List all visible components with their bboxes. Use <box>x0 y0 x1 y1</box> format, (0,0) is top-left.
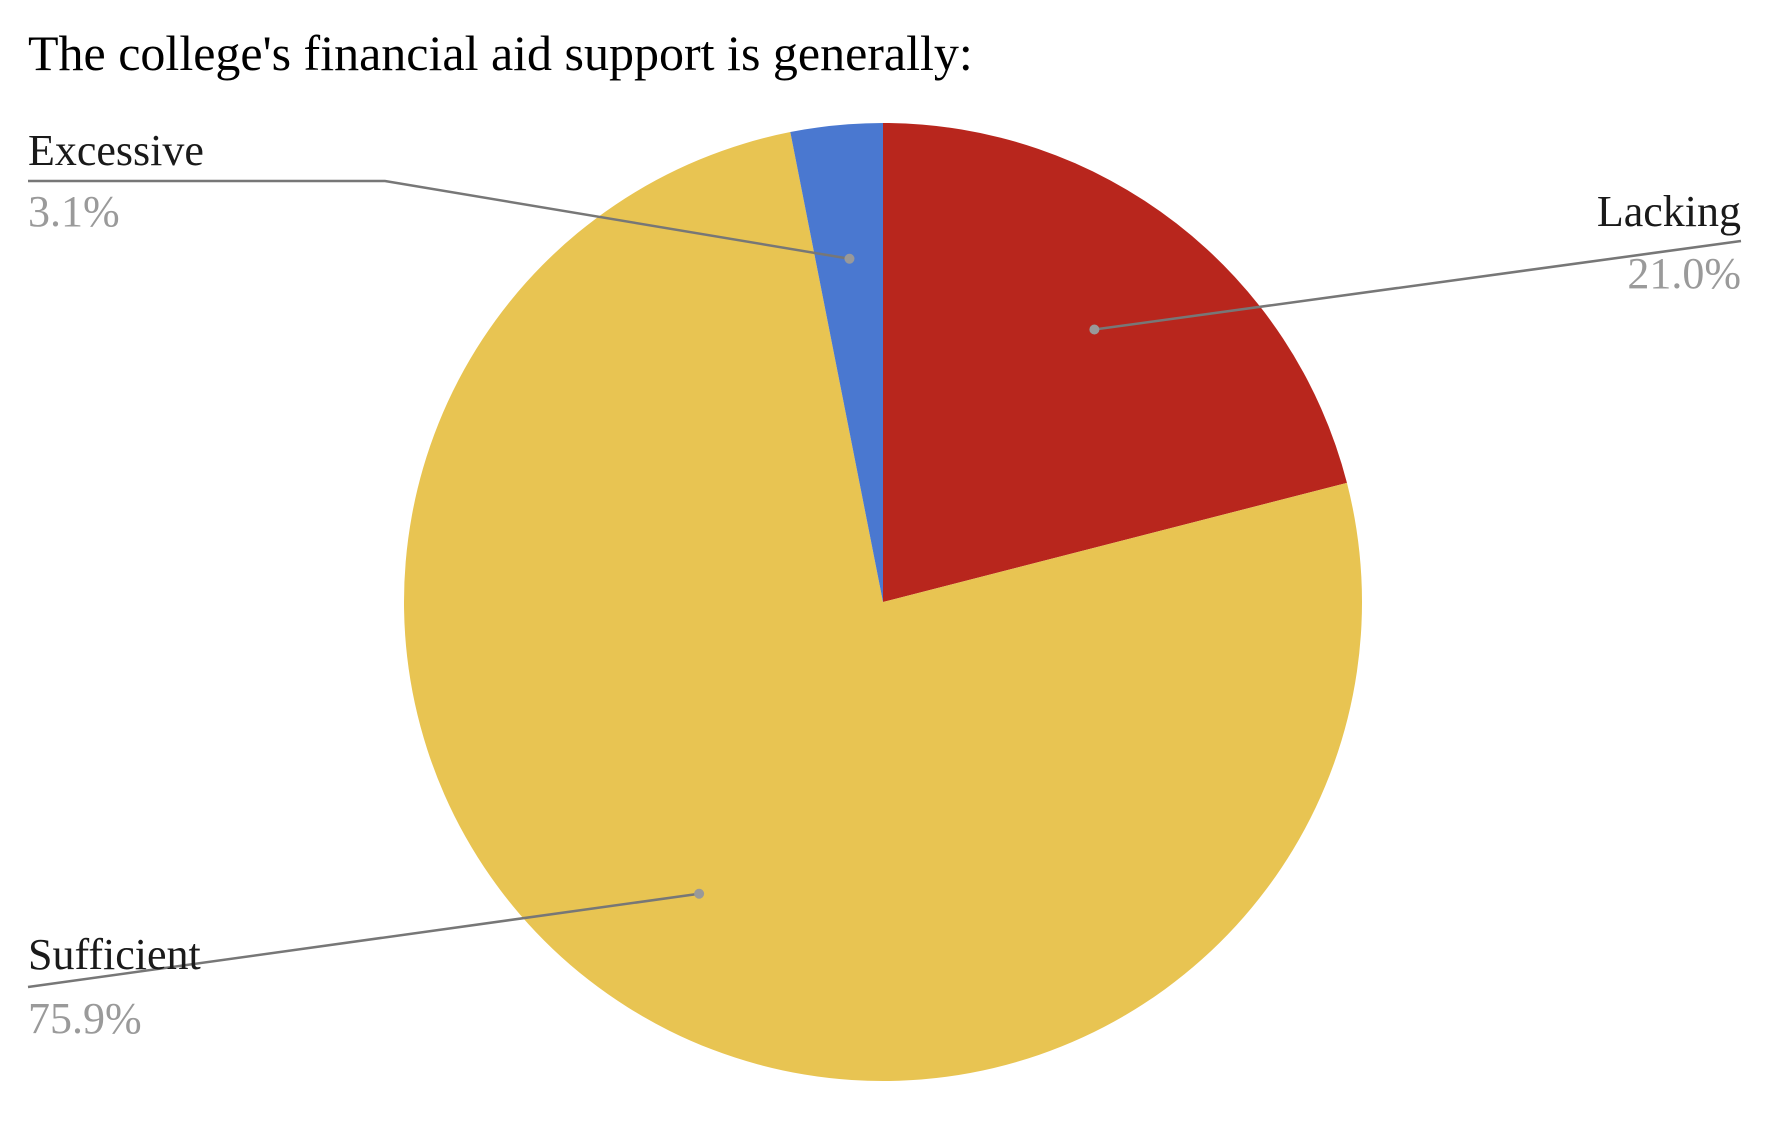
slice-label: Excessive <box>28 126 204 175</box>
chart-title: The college's financial aid support is g… <box>28 25 973 81</box>
leader-line <box>27 892 700 989</box>
leader-dot <box>844 253 855 264</box>
leader-dot <box>694 888 705 899</box>
pie-slice <box>790 123 883 602</box>
leader-dot <box>1089 324 1100 335</box>
leader-line <box>1094 239 1742 331</box>
slice-value: 3.1% <box>28 187 120 236</box>
slice-value: 21.0% <box>1627 249 1741 298</box>
pie-slice <box>403 132 1362 1082</box>
slice-label: Sufficient <box>28 930 201 979</box>
slice-label: Lacking <box>1597 187 1741 236</box>
pie-slice <box>883 123 1347 602</box>
slice-value: 75.9% <box>28 994 142 1043</box>
leader-line <box>28 179 850 260</box>
